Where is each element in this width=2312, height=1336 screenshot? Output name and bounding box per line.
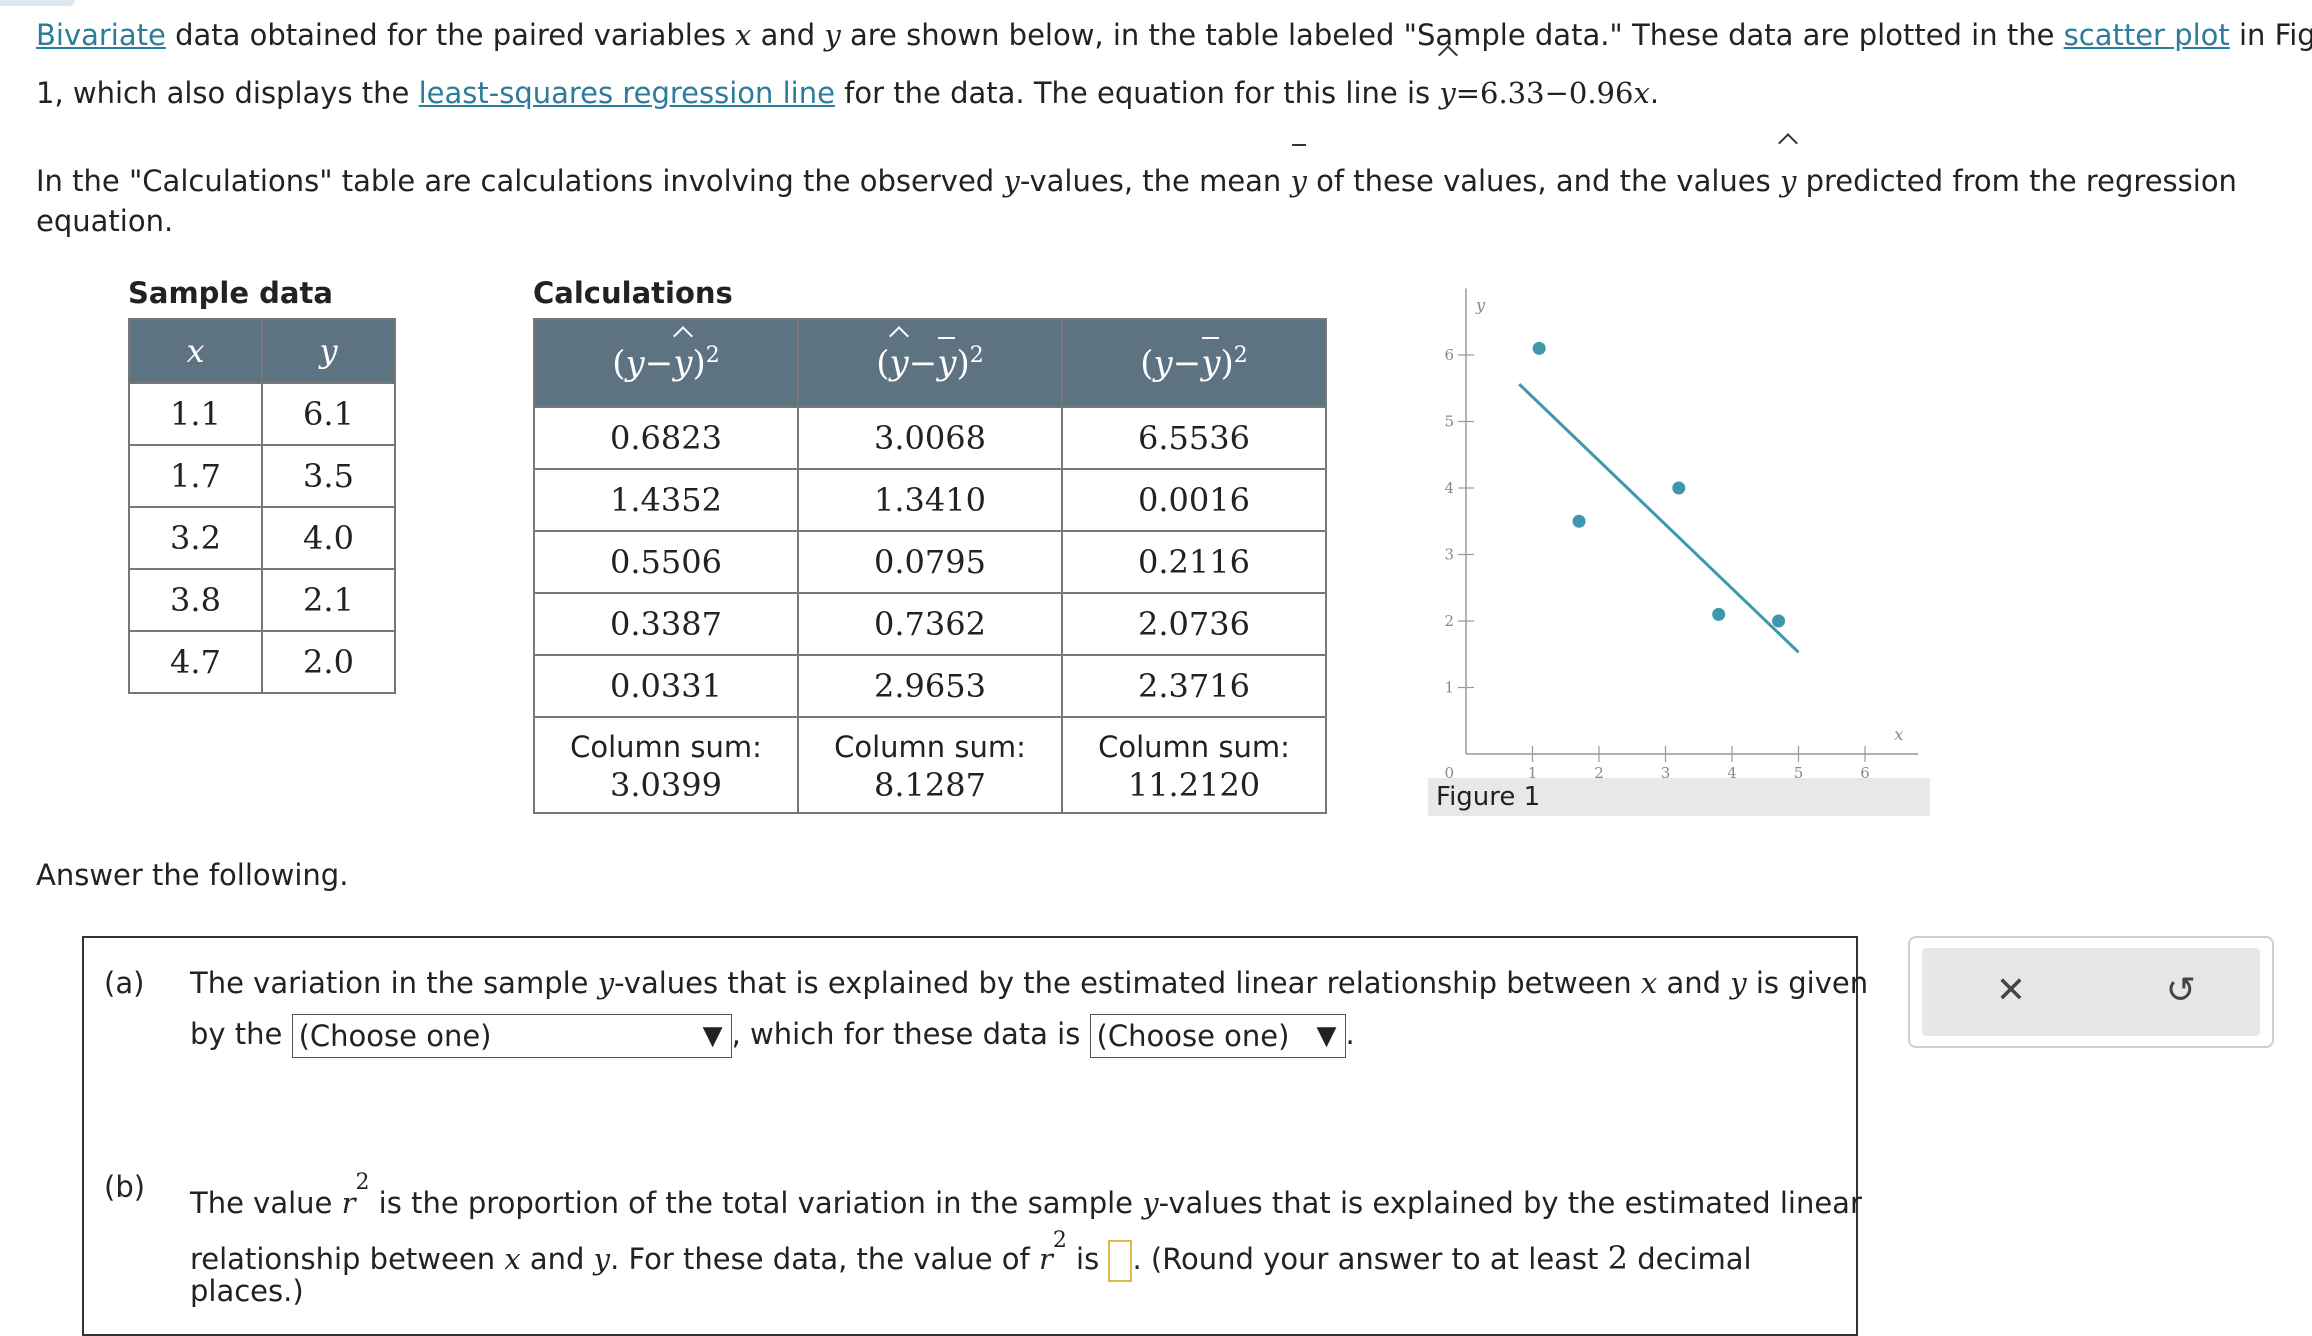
- y-axis-label: y: [1475, 296, 1486, 315]
- regression-line: [1518, 383, 1800, 654]
- figure-caption: Figure 1: [1428, 778, 1930, 816]
- table-row: 0.0331 2.9653 2.3716: [533, 654, 1327, 718]
- table-row: 1.1 6.1: [128, 382, 396, 446]
- bivariate-link[interactable]: Bivariate: [36, 18, 166, 52]
- y-tick-label: 6: [1444, 346, 1454, 364]
- part-b-line-3: places.): [190, 1274, 304, 1308]
- calculations-caption: Calculations: [533, 276, 733, 310]
- scatter-plot-link[interactable]: scatter plot: [2063, 18, 2230, 52]
- tool-panel: ✕ ↺: [1908, 936, 2274, 1048]
- column-sum-value: 3.0399: [610, 765, 722, 804]
- table-row: 0.3387 0.7362 2.0736: [533, 592, 1327, 656]
- table-row: 3.8 2.1: [128, 568, 396, 632]
- table-row: 4.7 2.0: [128, 630, 396, 694]
- x-tick-label: 6: [1860, 764, 1870, 778]
- part-a-line-2: by the (Choose one) ▼, which for these da…: [190, 1014, 1355, 1058]
- answer-prompt: Answer the following.: [36, 858, 349, 892]
- origin-label: 0: [1444, 764, 1454, 778]
- regression-equation: =6.33−0.96: [1455, 76, 1634, 110]
- part-a-label: (a): [104, 966, 145, 1000]
- data-point: [1772, 614, 1786, 628]
- part-b-line-1: The value r2 is the proportion of the to…: [190, 1170, 1862, 1220]
- part-a-line-1: The variation in the sample y-values tha…: [190, 966, 1869, 1000]
- data-point: [1532, 341, 1546, 355]
- col-header-x: x: [128, 318, 263, 384]
- top-tab-indicator: [0, 0, 75, 6]
- value-dropdown[interactable]: (Choose one) ▼: [1089, 1014, 1346, 1058]
- calc-intro-line-1: In the "Calculations" table are calculat…: [36, 144, 2237, 210]
- col-header-ssr: (y−y)2: [797, 318, 1063, 408]
- regression-equation-yhat: y: [1439, 64, 1455, 122]
- sample-data-table: x y 1.1 6.1 1.7 3.5 3.2 4.0 3.8 2.1 4.7 2.0: [128, 318, 396, 694]
- calculations-table: (y−y)2 (y−y)2 (y−y)2 0.6823 3.0068 6.5536 …: [533, 318, 1327, 814]
- regression-line-link[interactable]: least-squares regression line: [418, 76, 835, 110]
- col-header-y: y: [261, 318, 396, 384]
- x-tick-label: 1: [1528, 764, 1538, 778]
- data-point: [1572, 514, 1586, 528]
- part-b-label: (b): [104, 1170, 146, 1204]
- col-header-sst: (y−y)2: [1061, 318, 1327, 408]
- x-tick-label: 5: [1794, 764, 1804, 778]
- x-tick-label: 2: [1594, 764, 1604, 778]
- y-tick-label: 1: [1444, 679, 1454, 697]
- data-point: [1712, 607, 1726, 621]
- table-row: 0.5506 0.0795 0.2116: [533, 530, 1327, 594]
- undo-icon[interactable]: ↺: [2165, 970, 2197, 1011]
- data-point: [1672, 481, 1686, 495]
- calc-intro-line-2: equation.: [36, 204, 174, 238]
- y-tick-label: 2: [1444, 612, 1454, 630]
- x-tick-label: 4: [1727, 764, 1737, 778]
- table-row: 1.4352 1.3410 0.0016: [533, 468, 1327, 532]
- scatter-plot: 1 2 3 4 5 6 1 2 3 4 5 6 0 y x: [1444, 288, 1919, 778]
- tool-panel-inner: ✕ ↺: [1922, 948, 2260, 1036]
- col-header-sse: (y−y)2: [533, 318, 799, 408]
- table-row: 3.2 4.0: [128, 506, 396, 570]
- y-tick-label: 5: [1444, 413, 1454, 431]
- r-squared-input[interactable]: [1108, 1240, 1133, 1282]
- close-icon[interactable]: ✕: [1995, 970, 2027, 1011]
- intro-line-1: Bivariate data obtained for the paired v…: [36, 18, 2312, 52]
- y-tick-label: 4: [1444, 479, 1454, 497]
- x-tick-label: 3: [1661, 764, 1671, 778]
- explained-variation-dropdown[interactable]: (Choose one) ▼: [291, 1014, 732, 1058]
- y-tick-label: 3: [1444, 546, 1454, 564]
- table-row: 1.7 3.5: [128, 444, 396, 508]
- intro-line-2: 1, which also displays the least-squares…: [36, 64, 1659, 122]
- part-b-line-2: relationship between x and y. For these …: [190, 1228, 1752, 1282]
- answer-box: (a) The variation in the sample y-values…: [82, 936, 1868, 1336]
- column-sum-row: Column sum: 3.0399 Column sum: 8.1287 Colu…: [533, 716, 1327, 814]
- column-sum-value: 11.2120: [1127, 765, 1261, 804]
- column-sum-value: 8.1287: [874, 765, 986, 804]
- sample-data-caption: Sample data: [128, 276, 333, 310]
- table-row: 0.6823 3.0068 6.5536: [533, 406, 1327, 470]
- x-axis-label: x: [1894, 725, 1903, 744]
